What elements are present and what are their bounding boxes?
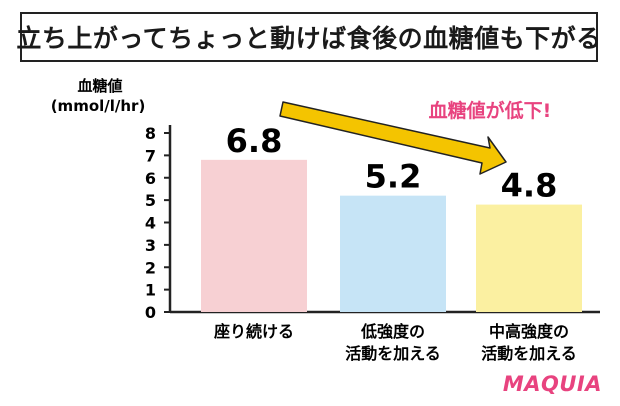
y-tick-label: 5 [145, 191, 156, 210]
y-tick-label: 0 [145, 303, 156, 322]
annotation-arrow [279, 101, 507, 175]
y-axis-label: 血糖値 [77, 77, 122, 95]
y-tick-label: 1 [145, 281, 156, 300]
value-label: 4.8 [501, 167, 558, 205]
annotation-text: 血糖値が低下! [429, 99, 552, 122]
y-tick-label: 4 [145, 214, 156, 233]
category-label: 低強度の [360, 322, 425, 341]
category-label: 活動を加える [481, 344, 577, 363]
y-tick-label: 6 [145, 169, 156, 188]
category-label: 中高強度の [489, 322, 569, 341]
bar [476, 204, 582, 312]
category-label: 座り続ける [213, 322, 294, 341]
bar [340, 195, 446, 312]
category-label: 活動を加える [345, 344, 441, 363]
y-tick-label: 8 [145, 124, 156, 143]
y-tick-label: 3 [145, 236, 156, 255]
chart-title: 立ち上がってちょっと動けば食後の血糖値も下がる [16, 24, 602, 53]
bar [201, 159, 307, 312]
y-tick-label: 2 [145, 258, 156, 277]
y-axis-unit: (mmol/l/hr) [51, 97, 146, 115]
value-label: 5.2 [365, 158, 422, 196]
title-box: 立ち上がってちょっと動けば食後の血糖値も下がる [16, 12, 601, 62]
brand-logo: MAQUIA [502, 372, 602, 396]
value-label: 6.8 [226, 122, 283, 160]
y-tick-label: 7 [145, 146, 156, 165]
